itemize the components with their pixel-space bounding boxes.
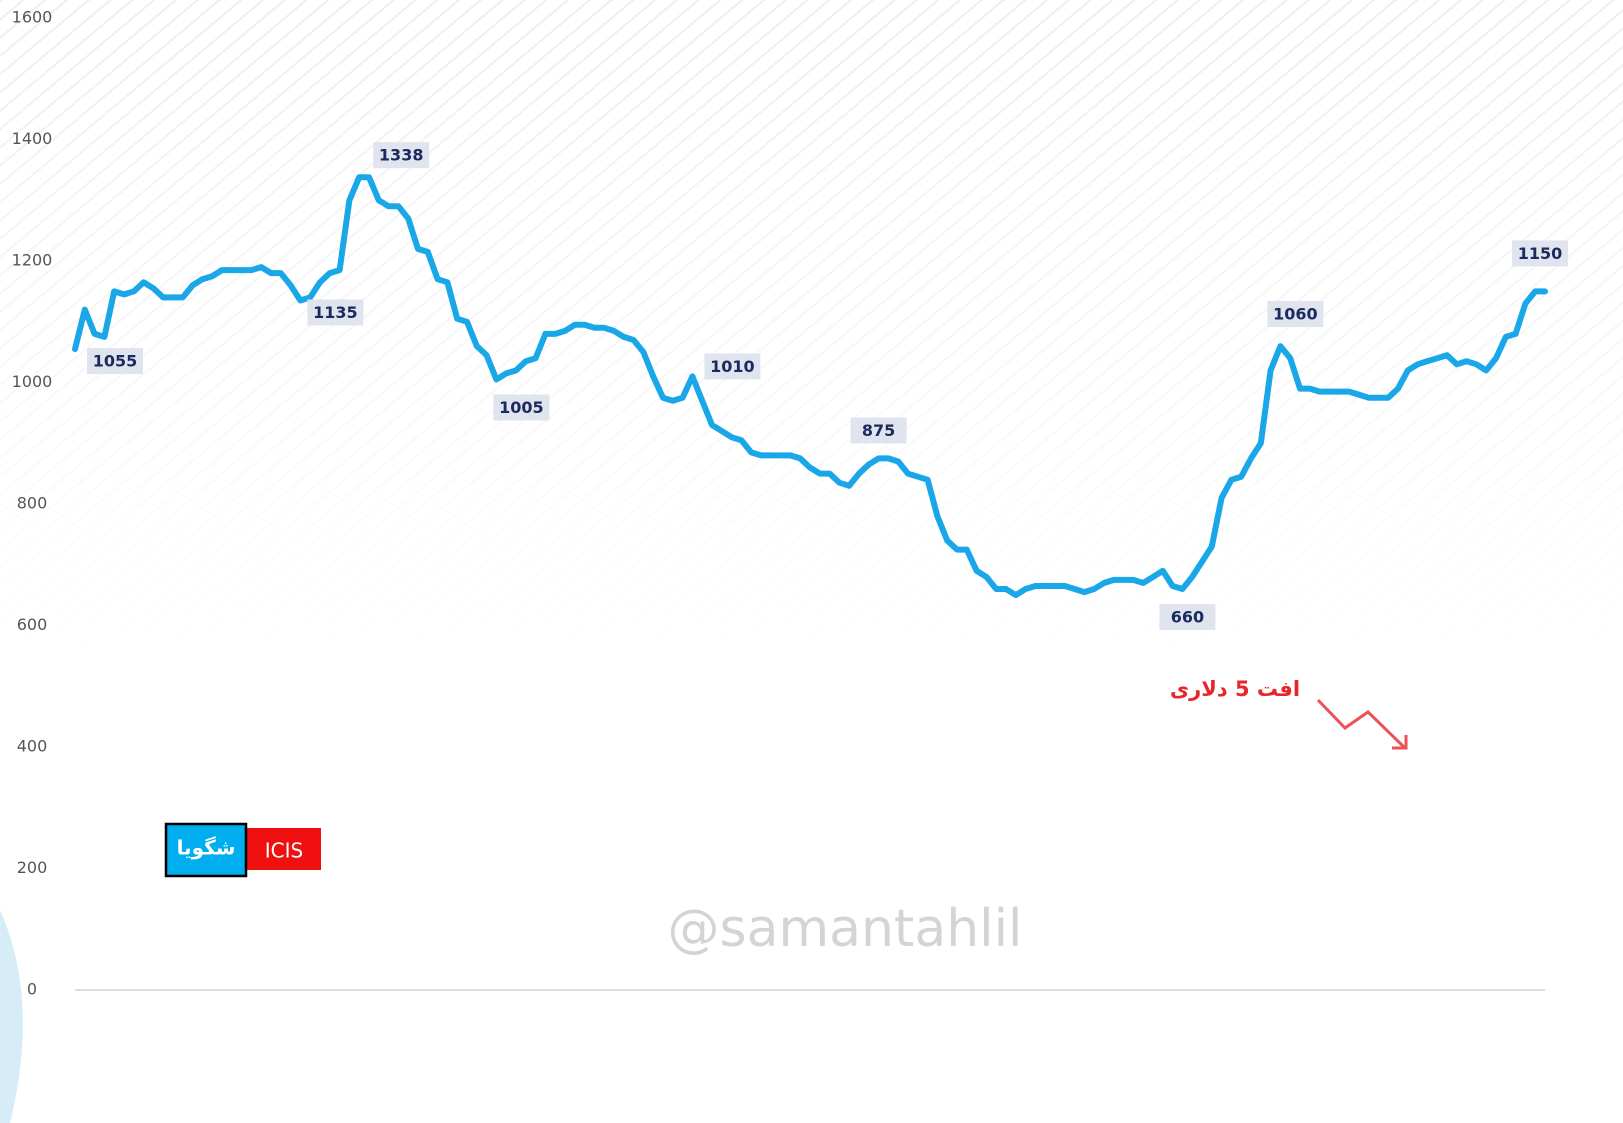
y-tick-label: 1400 — [12, 129, 53, 148]
y-tick-label: 600 — [17, 615, 48, 634]
legend-label: شگویا — [177, 836, 236, 860]
data-label-text: 1010 — [710, 357, 755, 376]
data-label: 875 — [850, 417, 907, 444]
data-label: 1060 — [1267, 301, 1324, 328]
data-label: 1005 — [493, 394, 550, 421]
data-label-box — [373, 142, 430, 169]
y-tick-label: 200 — [17, 858, 48, 877]
data-label: 660 — [1159, 604, 1216, 631]
line-series — [72, 174, 1548, 599]
legend-swatch — [164, 822, 248, 878]
data-label-text: 1060 — [1273, 305, 1318, 324]
data-label: 1150 — [1512, 240, 1568, 267]
data-label-box — [87, 348, 143, 375]
y-tick-label: 800 — [17, 494, 48, 513]
y-tick-label: 1000 — [12, 372, 53, 391]
data-label-text: 1150 — [1518, 244, 1563, 263]
y-tick-label: 0 — [27, 980, 37, 999]
data-label-text: 1005 — [499, 398, 544, 417]
annotation-arrow — [1316, 698, 1408, 750]
y-tick-label: 1200 — [12, 251, 53, 270]
legend: ICIS شگویا — [164, 822, 321, 878]
data-label-text: 1338 — [379, 146, 424, 165]
data-label: 1338 — [373, 142, 430, 169]
watermark: @samantahlil — [668, 899, 1023, 959]
data-label: 1135 — [307, 299, 364, 326]
data-label-box — [307, 299, 364, 326]
decor — [0, 910, 23, 1123]
y-tick-label: 400 — [17, 737, 48, 756]
data-label-text: 875 — [862, 421, 895, 440]
legend-swatch — [247, 828, 321, 870]
data-label-box — [493, 394, 550, 421]
data-label-box — [1159, 604, 1216, 631]
annotation: افت 5 دلاری — [1170, 677, 1300, 701]
data-label-box — [1512, 240, 1568, 267]
data-label-box — [1267, 301, 1324, 328]
y-tick-label: 1600 — [12, 8, 53, 27]
data-label-text: 660 — [1171, 608, 1204, 627]
data-label-box — [704, 353, 761, 380]
data-label: 1010 — [704, 353, 761, 380]
data-label-text: 1135 — [313, 303, 358, 322]
data-label-box — [850, 417, 907, 444]
legend-label: ICIS — [265, 839, 303, 863]
data-label-text: 1055 — [93, 352, 138, 371]
data-label: 1055 — [87, 348, 143, 375]
